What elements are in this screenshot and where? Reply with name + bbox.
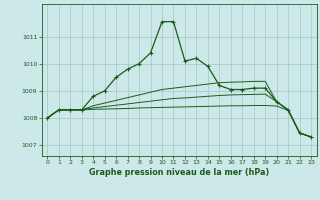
X-axis label: Graphe pression niveau de la mer (hPa): Graphe pression niveau de la mer (hPa): [89, 168, 269, 177]
